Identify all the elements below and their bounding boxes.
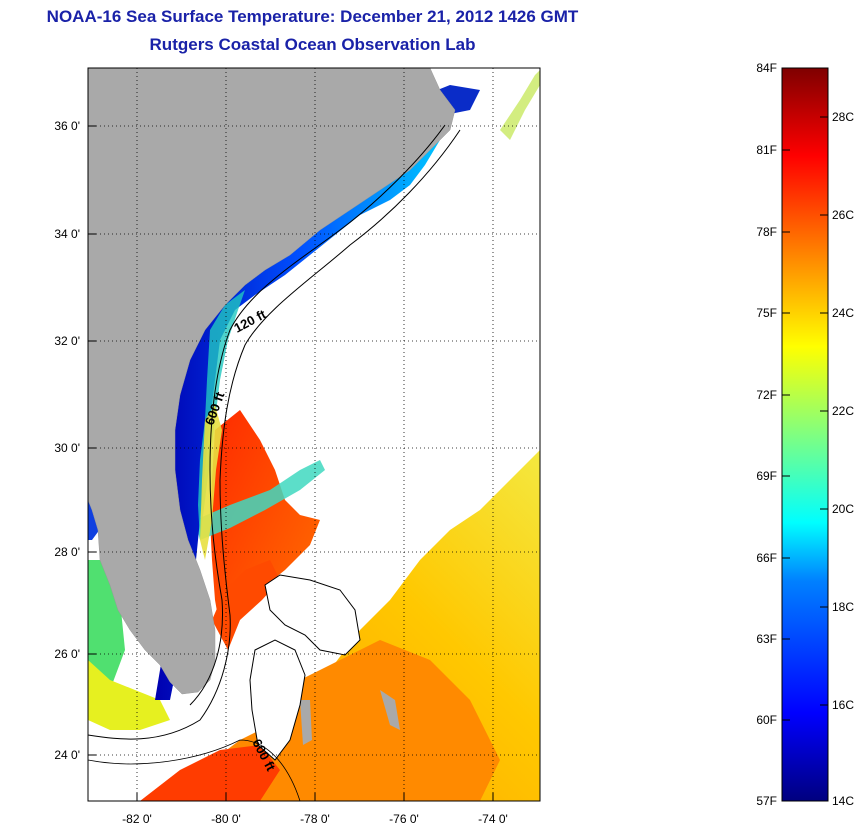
colorbar-c-label: 18C bbox=[832, 600, 854, 614]
map-subtitle: Rutgers Coastal Ocean Observation Lab bbox=[149, 35, 476, 54]
colorbar-f-label: 75F bbox=[756, 306, 777, 320]
colorbar-f-label: 78F bbox=[756, 225, 777, 239]
coastal-yellow-streak bbox=[200, 405, 222, 560]
map-frame bbox=[87, 67, 541, 802]
coastal-teal-band bbox=[198, 290, 245, 540]
y-tick-label: 28 0' bbox=[54, 545, 80, 559]
warm-region-south bbox=[200, 640, 500, 801]
colorbar-f-label: 63F bbox=[756, 632, 777, 646]
land-southeast-us bbox=[88, 68, 456, 695]
colorbar-f-label: 81F bbox=[756, 143, 777, 157]
colorbar-c-label: 28C bbox=[832, 110, 854, 124]
colorbar-c-ticks bbox=[820, 116, 828, 706]
x-tick-label: -82 0' bbox=[122, 812, 152, 826]
northeast-streak bbox=[500, 70, 540, 140]
colorbar-f-label: 60F bbox=[756, 713, 777, 727]
y-tick-label: 34 0' bbox=[54, 227, 80, 241]
x-tick-label: -76 0' bbox=[389, 812, 419, 826]
contour-600ft bbox=[88, 129, 461, 740]
bahamas-bank-great bbox=[249, 639, 306, 761]
warm-region-southwest bbox=[140, 745, 280, 801]
colorbar-c-label: 14C bbox=[832, 794, 854, 808]
cool-band bbox=[195, 460, 325, 540]
colorbar-c-label: 26C bbox=[832, 208, 854, 222]
y-tick-label: 36 0' bbox=[54, 119, 80, 133]
x-tick-label: -78 0' bbox=[300, 812, 330, 826]
y-tick-label: 26 0' bbox=[54, 647, 80, 661]
colorbar-c-label: 22C bbox=[832, 404, 854, 418]
contour-south bbox=[88, 739, 301, 801]
colorbar-f-label: 69F bbox=[756, 469, 777, 483]
x-tick-label: -74 0' bbox=[478, 812, 508, 826]
bahamas-island-3 bbox=[300, 700, 312, 745]
colorbar-gradient bbox=[781, 67, 829, 802]
contour-120ft bbox=[189, 124, 446, 706]
sst-map: 120 ft 600 ft 600 ft -82 0' -80 0' -78 0… bbox=[54, 67, 541, 826]
map-title: NOAA-16 Sea Surface Temperature: Decembe… bbox=[46, 7, 579, 26]
gulf-west-yellow bbox=[88, 660, 170, 730]
colorbar-c-label: 20C bbox=[832, 502, 854, 516]
map-tick-marks bbox=[88, 125, 494, 801]
gulf-stream-core-2 bbox=[212, 560, 280, 650]
y-tick-label: 24 0' bbox=[54, 748, 80, 762]
colorbar-f-ticks bbox=[782, 67, 790, 721]
colorbar-c-label: 24C bbox=[832, 306, 854, 320]
y-tick-label: 30 0' bbox=[54, 441, 80, 455]
bahamas-bank-north bbox=[264, 574, 361, 656]
x-tick-label: -80 0' bbox=[211, 812, 241, 826]
graticule bbox=[88, 68, 540, 801]
colorbar-f-label: 57F bbox=[756, 794, 777, 808]
bahamas-island-4 bbox=[380, 690, 400, 730]
colorbar-f-label: 72F bbox=[756, 388, 777, 402]
colorbar-c-label: 16C bbox=[832, 698, 854, 712]
colorbar-f-label: 84F bbox=[756, 61, 777, 75]
colorbar-f-label: 66F bbox=[756, 551, 777, 565]
y-tick-label: 32 0' bbox=[54, 334, 80, 348]
